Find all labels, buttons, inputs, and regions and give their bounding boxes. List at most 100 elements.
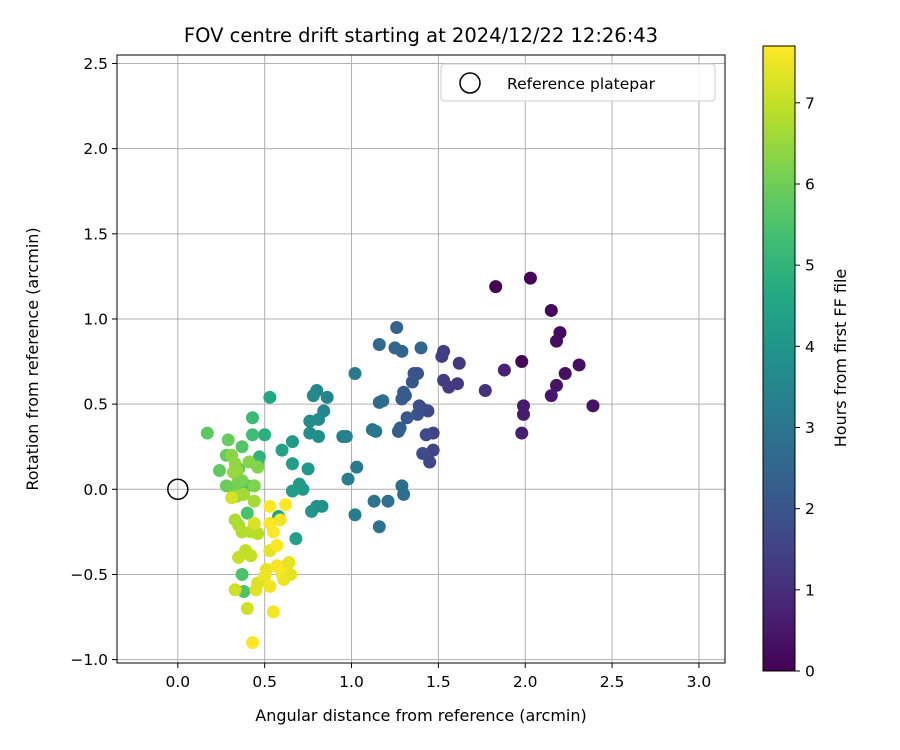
data-point <box>516 407 530 421</box>
data-point <box>390 320 404 334</box>
data-point <box>282 556 296 570</box>
data-point <box>489 280 503 294</box>
data-point <box>247 479 261 493</box>
y-tick-label: 0.5 <box>83 396 108 414</box>
data-point <box>437 373 451 387</box>
data-point <box>235 440 249 454</box>
data-point <box>411 407 425 421</box>
y-tick-label: 1.0 <box>83 310 108 328</box>
data-point <box>200 426 214 440</box>
data-point <box>549 378 563 392</box>
colorbar-tick-label: 1 <box>805 581 815 599</box>
data-point <box>391 424 405 438</box>
data-point <box>245 636 259 650</box>
data-point <box>586 399 600 413</box>
data-point <box>306 389 320 403</box>
legend: Reference platepar <box>440 63 716 102</box>
x-tick-label: 0.5 <box>252 673 277 691</box>
data-point <box>367 494 381 508</box>
data-point <box>237 487 251 501</box>
data-point <box>247 494 261 508</box>
data-point <box>515 426 529 440</box>
data-points <box>200 271 600 650</box>
x-tick-label: 2.0 <box>513 673 538 691</box>
data-point <box>251 527 265 541</box>
data-point <box>544 389 558 403</box>
data-point <box>452 356 466 370</box>
y-tick-label: 0.0 <box>83 481 108 499</box>
y-tick-label: 1.5 <box>83 225 108 243</box>
data-point <box>285 457 299 471</box>
colorbar-tick-label: 5 <box>805 257 815 275</box>
colorbar-tick-label: 4 <box>805 338 815 356</box>
data-point <box>395 392 409 406</box>
data-point <box>544 303 558 317</box>
data-point <box>212 464 226 478</box>
data-point <box>435 349 449 363</box>
data-point <box>273 513 287 527</box>
x-tick-label: 3.0 <box>687 673 712 691</box>
data-point <box>226 465 240 479</box>
data-point <box>303 414 317 428</box>
data-point <box>240 602 254 616</box>
colorbar-tick-label: 0 <box>805 663 815 681</box>
data-point <box>305 504 319 518</box>
colorbar-tick-label: 7 <box>805 94 815 112</box>
data-point <box>285 484 299 498</box>
data-point <box>221 433 235 447</box>
y-axis-label: Rotation from reference (arcmin) <box>23 227 42 490</box>
data-point <box>369 424 383 438</box>
data-point <box>414 341 428 355</box>
legend-reference-marker <box>459 72 481 94</box>
data-point <box>284 567 298 581</box>
data-point <box>249 583 263 597</box>
data-point <box>263 499 277 513</box>
x-axis-ticks: 0.0 0.5 1.0 1.5 2.0 2.5 3.0 <box>165 663 711 691</box>
colorbar: 0 1 2 3 4 5 6 7 Hours from first FF file <box>762 45 850 681</box>
data-point <box>245 428 259 442</box>
y-tick-label: 2.0 <box>83 140 108 158</box>
data-point <box>258 428 272 442</box>
data-point <box>266 525 280 539</box>
data-point <box>266 605 280 619</box>
data-point <box>426 443 440 457</box>
chart-title: FOV centre drift starting at 2024/12/22 … <box>184 24 658 47</box>
data-point <box>497 363 511 377</box>
data-point <box>303 426 317 440</box>
colorbar-label: Hours from first FF file <box>831 269 850 448</box>
data-point <box>341 472 355 486</box>
data-point <box>395 344 409 358</box>
data-point <box>336 429 350 443</box>
data-point <box>240 506 254 520</box>
data-point <box>275 443 289 457</box>
data-point <box>244 549 258 563</box>
data-point <box>376 394 390 408</box>
colorbar-tick-label: 3 <box>805 419 815 437</box>
reference-marker <box>167 478 189 501</box>
legend-entry-label: Reference platepar <box>507 75 656 93</box>
data-point <box>523 271 537 285</box>
x-tick-label: 0.0 <box>165 673 190 691</box>
y-tick-label: −1.0 <box>70 651 108 669</box>
data-point <box>235 567 249 581</box>
data-point <box>572 358 586 372</box>
data-point <box>400 411 414 425</box>
data-point <box>247 516 261 530</box>
x-axis-label: Angular distance from reference (arcmin) <box>255 706 586 725</box>
y-tick-label: 2.5 <box>83 55 108 73</box>
data-point <box>397 487 411 501</box>
data-point <box>235 474 249 488</box>
data-point <box>372 338 386 352</box>
colorbar-tick-label: 6 <box>805 175 815 193</box>
data-point <box>381 494 395 508</box>
data-point <box>263 390 277 404</box>
x-tick-label: 1.5 <box>426 673 451 691</box>
legend-box <box>440 63 716 102</box>
data-point <box>405 375 419 389</box>
data-point <box>549 334 563 348</box>
data-point <box>320 390 334 404</box>
y-tick-label: −0.5 <box>70 566 108 584</box>
grid <box>117 55 725 663</box>
x-tick-label: 2.5 <box>600 673 625 691</box>
